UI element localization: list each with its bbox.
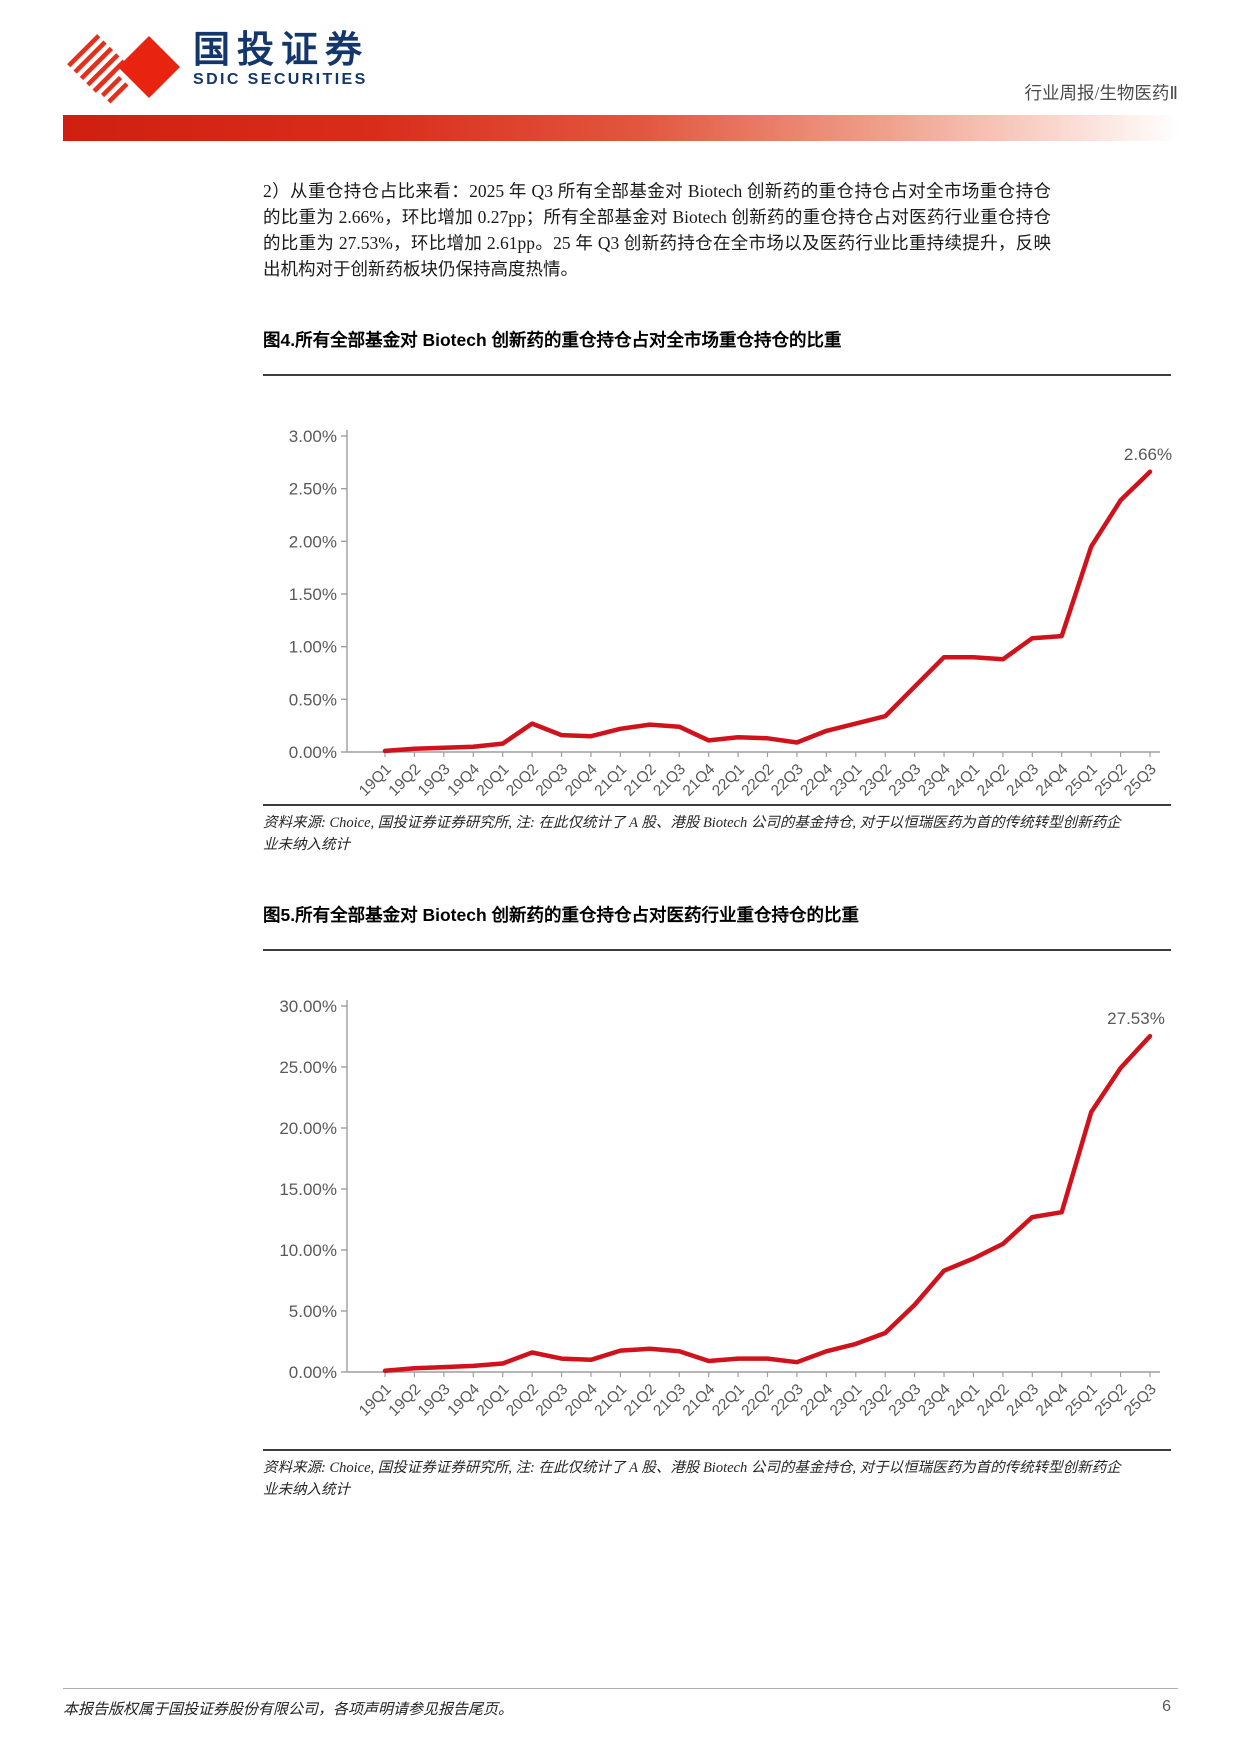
svg-text:2.00%: 2.00% [289,532,337,551]
body-paragraph: 2）从重仓持仓占比来看：2025 年 Q3 所有全部基金对 Biotech 创新… [263,181,1051,279]
svg-text:25Q1: 25Q1 [1062,1381,1101,1420]
svg-text:19Q4: 19Q4 [444,761,483,800]
svg-text:24Q1: 24Q1 [944,1381,983,1420]
figure-4-title: 图4.所有全部基金对 Biotech 创新药的重仓持仓占对全市场重仓持仓的比重 [263,330,842,350]
svg-text:21Q2: 21Q2 [621,1381,660,1420]
figure-5-top-rule [263,949,1171,951]
svg-text:23Q1: 23Q1 [827,761,866,800]
svg-text:25Q2: 25Q2 [1092,761,1131,800]
svg-text:24Q4: 24Q4 [1033,761,1072,800]
svg-text:22Q1: 22Q1 [709,1381,748,1420]
svg-text:21Q1: 21Q1 [591,761,630,800]
svg-text:25.00%: 25.00% [279,1058,337,1077]
svg-text:25Q1: 25Q1 [1062,761,1101,800]
svg-text:5.00%: 5.00% [289,1302,337,1321]
svg-text:24Q3: 24Q3 [1003,1381,1042,1420]
figure-4-top-rule [263,374,1171,376]
svg-text:23Q2: 23Q2 [856,761,895,800]
svg-text:21Q3: 21Q3 [650,761,689,800]
sdic-logo-mark-icon [67,34,180,106]
svg-text:0.00%: 0.00% [289,743,337,762]
svg-text:20Q1: 20Q1 [474,761,513,800]
footer-divider [63,1688,1178,1689]
svg-text:30.00%: 30.00% [279,997,337,1016]
report-type-label: 行业周报/生物医药Ⅱ [1024,83,1178,103]
svg-text:15.00%: 15.00% [279,1180,337,1199]
svg-text:19Q1: 19Q1 [356,761,395,800]
svg-text:21Q1: 21Q1 [591,1381,630,1420]
svg-text:20Q1: 20Q1 [474,1381,513,1420]
brand-name-cn: 国投证券 [193,29,369,70]
svg-text:3.00%: 3.00% [289,427,337,446]
svg-text:22Q3: 22Q3 [768,1381,807,1420]
svg-text:20Q4: 20Q4 [562,1381,601,1420]
header-divider-bar [63,115,1178,141]
svg-text:19Q3: 19Q3 [415,761,454,800]
brand-name-en: SDIC SECURITIES [193,71,368,88]
svg-text:22Q3: 22Q3 [768,761,807,800]
svg-text:22Q4: 22Q4 [797,1381,836,1420]
svg-text:21Q2: 21Q2 [621,761,660,800]
figure-4-source-note: 资料来源: Choice, 国投证券证券研究所, 注: 在此仅统计了 A 股、港… [263,815,1121,853]
svg-text:20Q3: 20Q3 [533,761,572,800]
svg-text:20Q2: 20Q2 [503,1381,542,1420]
svg-text:19Q2: 19Q2 [385,761,424,800]
figure-5-source-note: 资料来源: Choice, 国投证券证券研究所, 注: 在此仅统计了 A 股、港… [263,1460,1121,1498]
svg-text:19Q2: 19Q2 [385,1381,424,1420]
svg-text:21Q4: 21Q4 [680,761,719,800]
svg-text:24Q2: 24Q2 [974,761,1013,800]
svg-text:2.50%: 2.50% [289,480,337,499]
line-chart-biotech-vs-market: 0.00%0.50%1.00%1.50%2.00%2.50%3.00%19Q11… [289,427,1172,800]
svg-text:23Q2: 23Q2 [856,1381,895,1420]
svg-text:2.66%: 2.66% [1124,445,1172,464]
figure-4-block: 图4.所有全部基金对 Biotech 创新药的重仓持仓占对全市场重仓持仓的比重 … [263,322,1172,856]
svg-text:24Q3: 24Q3 [1003,761,1042,800]
svg-text:24Q2: 24Q2 [974,1381,1013,1420]
line-chart-biotech-vs-pharma: 0.00% 5.00% 10.00% 15.00% 20.00% 25.00% 30.00%… [279,997,1165,1420]
svg-text:27.53%: 27.53% [1107,1009,1165,1028]
figure-5-block: 图5.所有全部基金对 Biotech 创新药的重仓持仓占对医药行业重仓持仓的比重… [263,897,1171,1501]
svg-text:19Q1: 19Q1 [356,1381,395,1420]
svg-text:1.50%: 1.50% [289,585,337,604]
svg-text:23Q4: 23Q4 [915,1381,954,1420]
brand-block: 国投证券 SDIC SECURITIES [193,30,369,90]
svg-text:23Q1: 23Q1 [827,1381,866,1420]
svg-text:10.00%: 10.00% [279,1241,337,1260]
svg-text:21Q3: 21Q3 [650,1381,689,1420]
svg-text:20Q2: 20Q2 [503,761,542,800]
svg-text:25Q3: 25Q3 [1121,1381,1160,1420]
svg-text:24Q4: 24Q4 [1033,1381,1072,1420]
svg-text:21Q4: 21Q4 [680,1381,719,1420]
svg-text:23Q3: 23Q3 [886,1381,925,1420]
page-number: 6 [1162,1698,1171,1715]
svg-text:0.50%: 0.50% [289,690,337,709]
svg-text:19Q4: 19Q4 [444,1381,483,1420]
svg-text:25Q2: 25Q2 [1092,1381,1131,1420]
svg-text:23Q4: 23Q4 [915,761,954,800]
striped-diamond-small-shape [95,70,131,106]
svg-text:22Q2: 22Q2 [738,761,777,800]
sdic-logo: 国投证券 SDIC SECURITIES [63,30,369,106]
solid-diamond-shape [118,36,180,98]
figure-5-title: 图5.所有全部基金对 Biotech 创新药的重仓持仓占对医药行业重仓持仓的比重 [263,905,859,925]
svg-text:20Q3: 20Q3 [533,1381,572,1420]
figure-4-bottom-rule [263,804,1171,806]
svg-text:23Q3: 23Q3 [886,761,925,800]
svg-text:20Q4: 20Q4 [562,761,601,800]
svg-text:20.00%: 20.00% [279,1119,337,1138]
svg-text:22Q1: 22Q1 [709,761,748,800]
svg-text:25Q3: 25Q3 [1121,761,1160,800]
svg-text:1.00%: 1.00% [289,638,337,657]
svg-text:22Q2: 22Q2 [738,1381,777,1420]
svg-text:24Q1: 24Q1 [944,761,983,800]
svg-text:19Q3: 19Q3 [415,1381,454,1420]
svg-text:22Q4: 22Q4 [797,761,836,800]
figure-5-bottom-rule [263,1449,1171,1451]
svg-text:0.00%: 0.00% [289,1363,337,1382]
footer-copyright: 本报告版权属于国投证券股份有限公司，各项声明请参见报告尾页。 [63,1702,514,1718]
